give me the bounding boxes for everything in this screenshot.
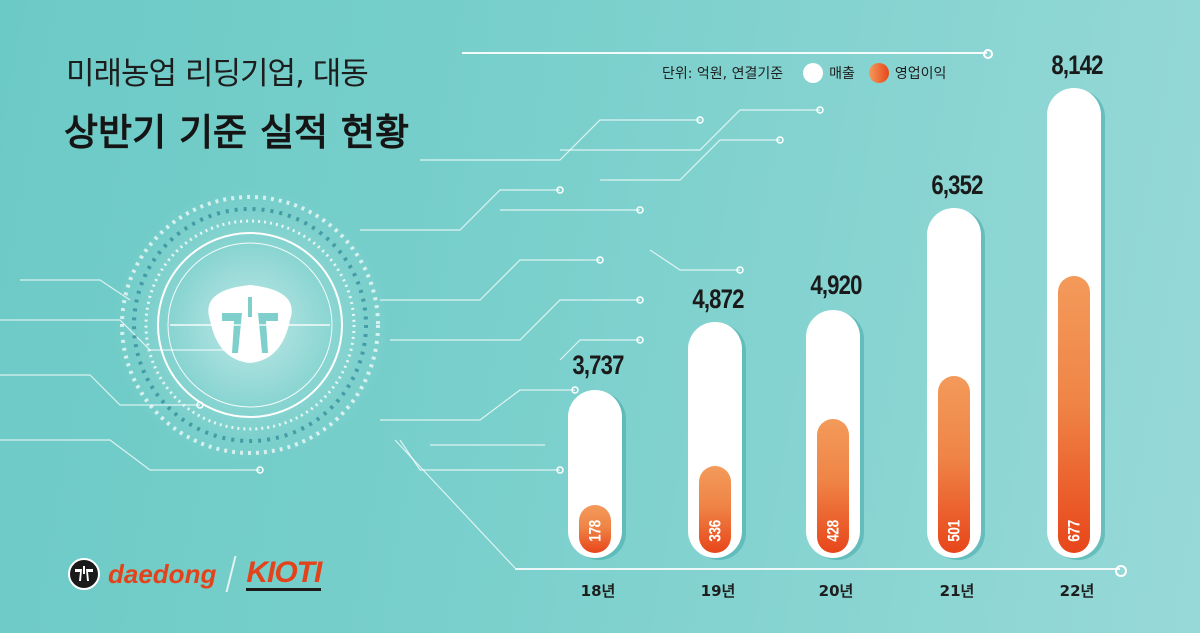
legend-label-revenue: 매출 — [829, 66, 855, 82]
operating-profit-bar: 428 — [817, 419, 849, 553]
revenue-value: 8,142 — [1051, 50, 1103, 80]
year-label: 22년 — [1059, 582, 1095, 600]
year-label: 18년 — [580, 582, 616, 600]
daedong-logo-icon — [68, 558, 100, 590]
daedong-wordmark: daedong — [108, 558, 217, 589]
chart-legend: 단위: 억원, 연결기준 매출 영업이익 — [662, 63, 960, 83]
year-label: 21년 — [939, 582, 975, 600]
operating-profit-bar: 178 — [579, 505, 611, 553]
brand-logos: daedong KIOTI — [68, 555, 322, 592]
chart-baseline — [515, 565, 1127, 577]
header-divider-line — [462, 49, 993, 59]
bar-group-18: 3,737 178 18년 — [568, 0, 628, 633]
page-subtitle: 미래농업 리딩기업, 대동 — [66, 56, 369, 92]
operating-profit-swatch-icon — [868, 63, 889, 83]
unit-label: 단위: 억원, 연결기준 — [662, 66, 784, 82]
operating-profit-bar: 336 — [699, 466, 731, 553]
bar-group-20: 4,920 428 20년 — [806, 0, 866, 633]
year-label: 19년 — [700, 582, 736, 600]
bar-group-21: 6,352 501 21년 — [927, 0, 987, 633]
operating-profit-value: 178 — [585, 520, 604, 542]
daedong-emblem-graphic — [112, 187, 388, 463]
operating-profit-value: 501 — [944, 520, 963, 542]
operating-profit-value: 428 — [823, 520, 842, 542]
revenue-value: 4,872 — [692, 284, 744, 314]
operating-profit-bar: 501 — [938, 376, 970, 553]
revenue-value: 6,352 — [931, 170, 983, 200]
operating-profit-value: 336 — [705, 520, 724, 542]
bar-group-22: 8,142 677 22년 — [1047, 0, 1107, 633]
operating-profit-value: 677 — [1064, 520, 1083, 542]
page-title: 상반기 기준 실적 현황 — [64, 111, 410, 154]
legend-label-operating-profit: 영업이익 — [894, 66, 947, 82]
revenue-value: 4,920 — [810, 270, 862, 300]
legend-item-revenue: 매출 — [803, 63, 855, 83]
revenue-value: 3,737 — [572, 350, 624, 380]
bar-group-19: 4,872 336 19년 — [688, 0, 748, 633]
legend-item-operating-profit: 영업이익 — [868, 63, 947, 83]
revenue-swatch-icon — [803, 63, 824, 83]
operating-profit-bar: 677 — [1058, 276, 1090, 553]
kioti-wordmark: KIOTI — [246, 555, 322, 591]
brand-separator — [225, 556, 237, 592]
year-label: 20년 — [818, 582, 854, 600]
